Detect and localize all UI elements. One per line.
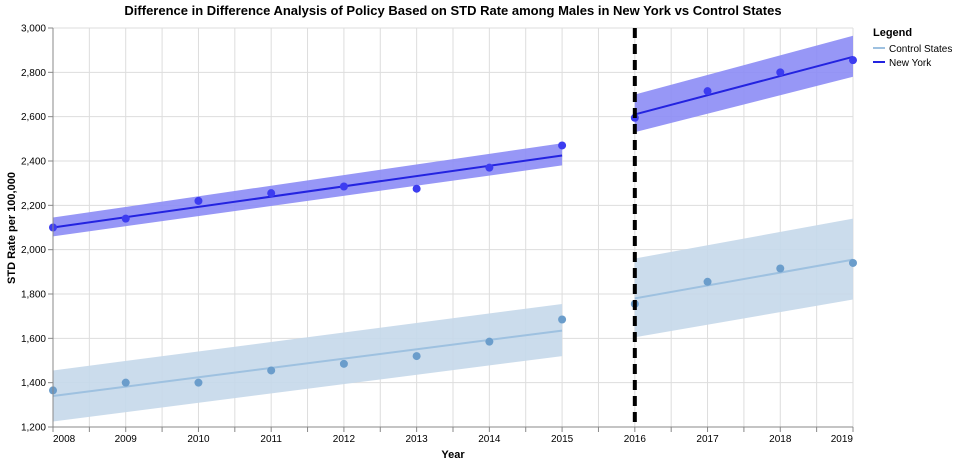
new-york-point [267,189,276,198]
x-tick-label: 2011 [260,434,282,445]
legend-title: Legend [873,27,912,39]
control-states-point [558,315,567,324]
y-tick-label: 1,800 [21,290,46,301]
new-york-confidence-band [634,35,853,133]
x-tick-label: 2009 [115,434,138,445]
x-tick-label: 2014 [478,434,501,445]
control-states-point [412,352,421,361]
new-york-point [849,56,857,65]
x-tick-label: 2019 [831,434,854,445]
y-tick-label: 3,000 [21,24,46,35]
new-york-point [558,141,567,150]
x-tick-label: 2016 [624,434,647,445]
legend-label-control-states: Control States [889,44,952,55]
new-york-point [339,182,348,191]
control-states-confidence-band [634,218,853,338]
y-tick-label: 1,600 [21,334,46,345]
y-tick-label: 2,000 [21,245,46,256]
y-tick-label: 1,200 [21,423,46,434]
control-states-point [485,337,494,346]
x-tick-label: 2012 [333,434,356,445]
control-states-point [339,359,348,368]
new-york-point [485,163,494,172]
x-tick-label: 2010 [187,434,210,445]
new-york-trend-line [634,55,854,116]
new-york-point [194,196,203,205]
axes: 2008 2009 2010 2011 2012 2013 2014 2015 2016 2017… [21,24,854,445]
x-tick-label: 2013 [406,434,429,445]
x-tick-label: 2008 [53,434,76,445]
y-tick-label: 2,600 [21,112,46,123]
control-states-point [194,378,203,387]
new-york-point [703,87,712,96]
control-states-point [121,378,130,387]
y-tick-label: 2,200 [21,201,46,212]
control-states-point [849,258,857,267]
control-states-trend-line [634,258,854,300]
new-york-point [121,214,130,223]
trend-lines [52,55,854,397]
y-tick-label: 2,800 [21,68,46,79]
control-states-point [776,264,785,273]
new-york-trend-line [52,154,563,229]
new-york-point [776,68,785,77]
new-york-confidence-band [53,143,563,237]
y-tick-label: 1,400 [21,378,46,389]
x-tick-label: 2018 [769,434,792,445]
chart-title: Difference in Difference Analysis of Pol… [124,3,781,18]
legend-label-new-york: New York [889,58,932,69]
y-axis-title: STD Rate per 100,000 [6,172,18,284]
x-axis-title: Year [441,449,465,461]
control-states-trend-line [52,329,563,397]
control-states-point [267,366,276,375]
x-tick-label: 2017 [696,434,719,445]
x-tick-label: 2015 [551,434,574,445]
control-states-point [703,277,712,286]
data-points [49,56,857,395]
y-tick-label: 2,400 [21,157,46,168]
new-york-point [412,184,421,193]
legend: Legend Control States New York [873,27,952,69]
